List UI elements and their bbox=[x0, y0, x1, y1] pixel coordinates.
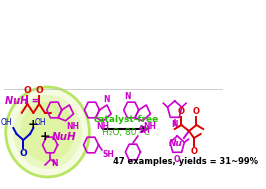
Text: OH: OH bbox=[1, 118, 13, 127]
Text: N: N bbox=[52, 159, 58, 168]
Text: H₂O, 80 °C: H₂O, 80 °C bbox=[102, 128, 150, 136]
Text: O: O bbox=[178, 107, 185, 116]
Text: N: N bbox=[172, 120, 178, 129]
Text: NuH: NuH bbox=[52, 132, 76, 142]
Text: 47 examples, yields = 31~99%: 47 examples, yields = 31~99% bbox=[113, 156, 258, 166]
Text: O: O bbox=[35, 86, 43, 95]
Text: Nu: Nu bbox=[169, 139, 183, 148]
Text: N: N bbox=[124, 92, 131, 101]
Text: O: O bbox=[174, 155, 180, 164]
Text: O: O bbox=[24, 86, 31, 95]
Text: NH: NH bbox=[66, 122, 79, 131]
Text: SH: SH bbox=[139, 126, 151, 135]
Ellipse shape bbox=[20, 102, 75, 162]
Text: +: + bbox=[27, 118, 38, 130]
Text: NH: NH bbox=[143, 122, 156, 131]
Text: catalyst-free: catalyst-free bbox=[94, 115, 159, 123]
Text: NuH =: NuH = bbox=[5, 96, 40, 106]
Text: +: + bbox=[40, 130, 50, 143]
Text: O: O bbox=[190, 147, 197, 156]
Text: N: N bbox=[103, 95, 109, 104]
Text: SH: SH bbox=[103, 150, 115, 159]
Text: OH: OH bbox=[34, 118, 46, 127]
Ellipse shape bbox=[13, 95, 82, 169]
Ellipse shape bbox=[6, 87, 89, 177]
Text: O: O bbox=[19, 149, 27, 158]
Text: NH: NH bbox=[96, 122, 109, 131]
Text: O: O bbox=[193, 107, 200, 116]
